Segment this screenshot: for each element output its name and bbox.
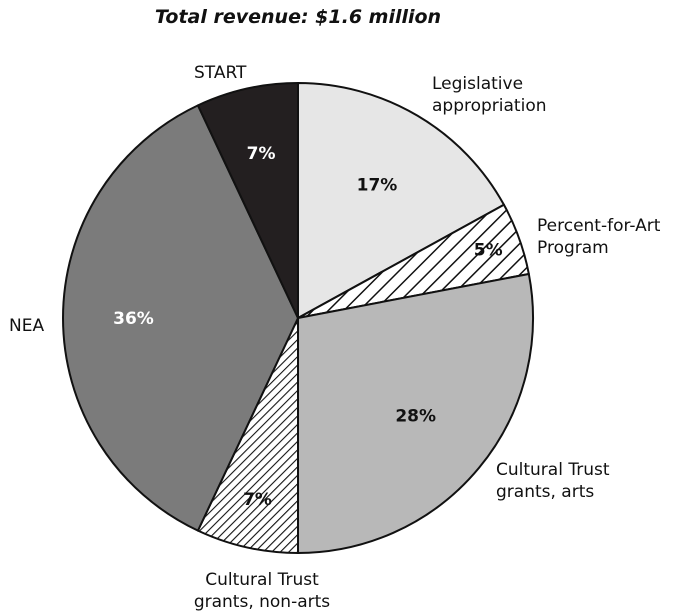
category-label-percent-for-art-program: Percent-for-Art Program <box>537 216 661 258</box>
value-label-percent-for-art-program: 5% <box>474 241 503 261</box>
pie-slice-legislative-appropriation <box>297 82 505 319</box>
value-label-legislative-appropriation: 17% <box>357 176 398 196</box>
value-label-start: 7% <box>247 144 276 164</box>
value-label-cultural-trust-grants-arts: 28% <box>395 406 436 426</box>
category-label-start: START <box>194 63 247 83</box>
pie-slice-start <box>196 82 299 319</box>
chart-title: Total revenue: $1.6 million <box>154 6 442 28</box>
category-label-cultural-trust-grants-non-arts: Cultural Trust grants, non-arts <box>194 570 330 612</box>
value-label-cultural-trust-grants-non-arts: 7% <box>243 490 272 510</box>
pie-slice-nea <box>62 104 299 532</box>
pie-slice-cultural-trust-grants-arts <box>297 272 534 554</box>
pie-slice-cultural-trust-grants-non-arts <box>196 317 299 554</box>
value-label-nea: 36% <box>113 309 154 329</box>
category-label-legislative-appropriation: Legislative appropriation <box>432 74 547 116</box>
category-label-nea: NEA <box>9 316 44 336</box>
category-label-cultural-trust-grants-arts: Cultural Trust grants, arts <box>496 460 610 502</box>
